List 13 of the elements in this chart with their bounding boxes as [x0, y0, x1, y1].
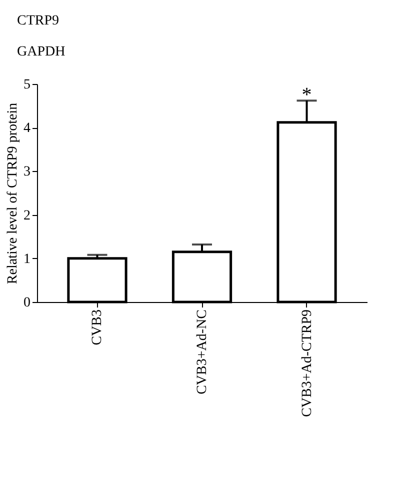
y-axis-title: Relative level of CTRP9 protein — [6, 102, 20, 284]
y-tick-label: 0 — [24, 296, 30, 310]
x-tick-label: CVB3+Ad-CTRP9 — [300, 310, 315, 417]
annotation: * — [302, 84, 312, 106]
text: GAPDH — [17, 44, 66, 60]
text: CTRP9 — [17, 14, 60, 28]
y-tick-label: 5 — [24, 78, 30, 92]
y-tick-label: 4 — [24, 121, 30, 136]
y-tick-label: 3 — [24, 164, 30, 180]
x-tick-label: CVB3 — [90, 310, 106, 346]
x-tick-label: CVB3+Ad-NC — [195, 310, 210, 394]
y-tick-label: 1 — [24, 252, 30, 267]
y-tick-label: 2 — [24, 208, 30, 224]
